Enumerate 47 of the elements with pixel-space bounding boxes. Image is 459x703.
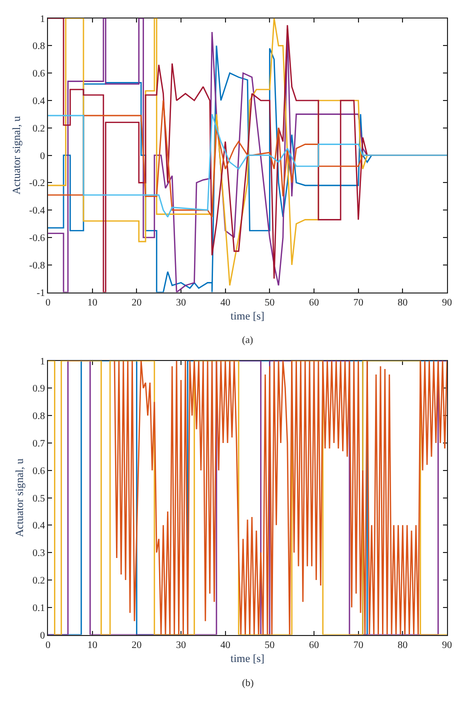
x-tick-label: 40	[220, 297, 230, 308]
x-tick-label: 40	[220, 640, 230, 651]
x-tick-label: 60	[309, 640, 319, 651]
x-tick-label: 80	[398, 297, 408, 308]
y-tick-label: -0.6	[29, 232, 45, 244]
y-tick-label: 0.7	[32, 438, 45, 450]
y-axis-title: Actuator signal, u	[10, 116, 23, 195]
y-tick-label: 0	[40, 150, 45, 162]
y-tick-label: 0.8	[32, 41, 45, 52]
x-tick-label: 80	[398, 640, 408, 651]
y-tick-label: 0.6	[32, 68, 45, 80]
y-tick-label: 0.2	[32, 575, 45, 586]
x-tick-label: 90	[442, 640, 452, 651]
y-tick-label: 0.8	[32, 411, 45, 422]
y-tick-label: 1	[40, 356, 45, 368]
line-series	[114, 360, 447, 635]
x-tick-label: 20	[132, 640, 142, 651]
y-tick-label: -0.8	[29, 260, 45, 272]
text: (b)	[242, 678, 254, 689]
y-tick-label: -0.2	[29, 178, 45, 190]
y-tick-label: -1	[36, 288, 45, 299]
x-tick-label: 50	[264, 640, 275, 651]
y-tick-label: -0.4	[29, 206, 45, 217]
x-tick-label: 10	[87, 640, 98, 651]
x-tick-label: 50	[264, 297, 275, 308]
y-tick-label: 0.2	[32, 123, 45, 134]
x-axis-title: time [s]	[230, 652, 264, 665]
y-tick-label: 1	[40, 14, 45, 25]
y-tick-label: 0.9	[32, 384, 45, 395]
x-tick-label: 30	[176, 640, 186, 651]
x-tick-label: 90	[442, 297, 452, 308]
y-tick-label: 0	[40, 630, 45, 642]
y-tick-label: 0.4	[32, 96, 45, 107]
x-tick-label: 70	[353, 297, 364, 308]
text: (a)	[242, 335, 254, 346]
y-axis-title: Actuator signal, u	[14, 458, 26, 538]
x-tick-label: 60	[309, 297, 319, 308]
x-axis-title: time [s]	[230, 310, 264, 322]
y-tick-label: 0.5	[32, 493, 45, 504]
x-tick-label: 20	[132, 297, 142, 308]
y-tick-label: 0.1	[32, 602, 45, 614]
x-tick-label: 70	[353, 640, 364, 651]
y-tick-label: 0.3	[32, 548, 45, 560]
y-tick-label: 0.4	[32, 520, 45, 532]
x-tick-label: 10	[87, 297, 98, 308]
x-tick-label: 30	[176, 297, 186, 308]
y-tick-label: 0.6	[32, 466, 45, 477]
